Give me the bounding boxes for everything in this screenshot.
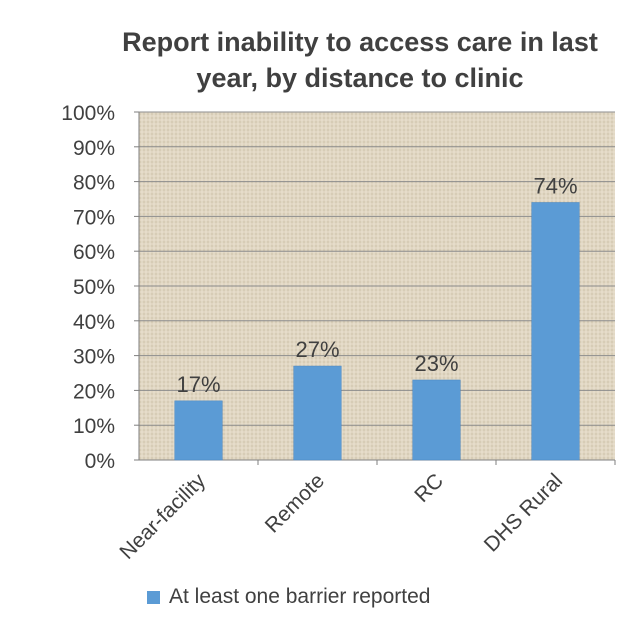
x-tick-label: Near-facility (115, 469, 210, 564)
x-tick-label: RC (410, 469, 448, 507)
data-label: 17% (176, 372, 220, 397)
legend: At least one barrier reported (147, 584, 430, 610)
bar (412, 379, 461, 461)
data-label: 74% (533, 173, 577, 198)
y-tick-label: 50% (73, 276, 115, 299)
x-tick-label: DHS Rural (480, 469, 567, 556)
chart-title-line-1: Report inability to access care in last (122, 27, 598, 57)
data-label: 23% (414, 351, 458, 376)
bar (531, 202, 580, 461)
y-tick-label: 90% (73, 137, 115, 160)
chart-title-line-2: year, by distance to clinic (196, 63, 524, 93)
legend-swatch (147, 590, 160, 604)
data-label: 27% (295, 337, 339, 362)
x-tick-label: Remote (261, 469, 329, 537)
y-tick-label: 10% (73, 415, 115, 438)
y-tick-label: 100% (61, 102, 115, 125)
y-tick-label: 0% (85, 450, 115, 473)
y-tick-label: 20% (73, 380, 115, 403)
y-tick-label: 70% (73, 206, 115, 229)
bar (174, 400, 223, 461)
bar (293, 365, 342, 461)
legend-label: At least one barrier reported (169, 585, 431, 608)
y-tick-label: 60% (73, 241, 115, 264)
y-tick-label: 40% (73, 311, 115, 334)
y-tick-label: 80% (73, 172, 115, 195)
y-tick-label: 30% (73, 346, 115, 369)
